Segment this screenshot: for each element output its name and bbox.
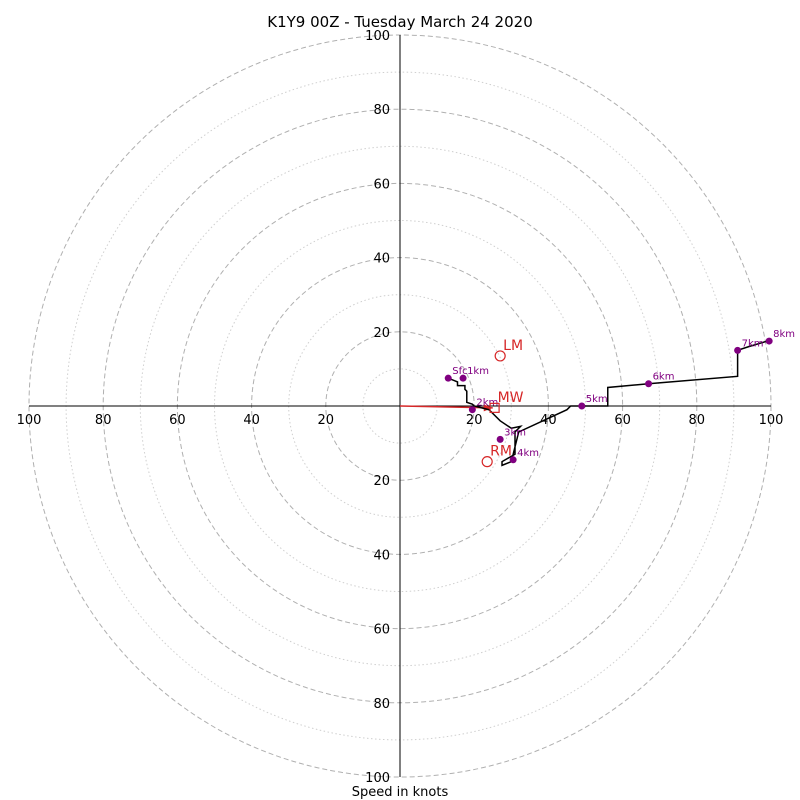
chart-title: K1Y9 00Z - Tuesday March 24 2020 (267, 13, 532, 31)
height-point-label: 4km (517, 448, 539, 459)
x-tick-label: 80 (95, 413, 112, 428)
y-tick-label: 100 (365, 29, 390, 44)
y-tick-label: 60 (373, 623, 390, 638)
height-point-marker (459, 374, 467, 382)
y-tick-label: 20 (373, 326, 390, 341)
x-tick-label: 80 (689, 413, 706, 428)
axis-tick-labels: 100 80 60 40 20 20 40 60 80 100100806040202040608… (17, 29, 784, 786)
storm-motion-marker (489, 402, 500, 413)
storm-motion-marker (481, 456, 493, 468)
height-point-label: 2km (476, 398, 498, 409)
y-tick-label: 60 (373, 177, 390, 192)
hodograph-line (447, 340, 768, 467)
x-tick-label: 100 (17, 413, 42, 428)
storm-motion-label: RM (490, 444, 512, 460)
x-tick-label: 100 (759, 413, 784, 428)
height-points: Sfc 1km 2km 3km 4km 5km 6km 7km 8km (444, 329, 795, 464)
x-tick-label: 40 (243, 413, 260, 428)
height-point-marker (765, 337, 773, 345)
y-tick-label: 80 (373, 103, 390, 118)
x-tick-label: 60 (169, 413, 186, 428)
storm-motion-marker (494, 350, 506, 362)
y-tick-label: 40 (373, 548, 390, 563)
height-point-marker (509, 456, 517, 464)
x-tick-label: 20 (318, 413, 335, 428)
height-point-marker (734, 346, 742, 354)
y-tick-label: 100 (365, 771, 390, 786)
height-point-label: 6km (653, 372, 675, 383)
x-tick-label: 20 (466, 413, 483, 428)
height-point-label: Sfc (452, 366, 467, 377)
y-tick-label: 40 (373, 252, 390, 267)
x-axis-label: Speed in knots (352, 785, 449, 800)
hodograph-trace (447, 340, 768, 467)
storm-motion-label: LM (503, 338, 523, 354)
height-point-marker (578, 402, 586, 410)
height-point-marker (468, 406, 476, 414)
storm-motion-markers: LM RM MW (481, 338, 524, 468)
height-point-label: 5km (586, 394, 608, 405)
height-point-label: 1km (467, 366, 489, 377)
storm-motion-label: MW (498, 390, 524, 406)
x-tick-label: 60 (614, 413, 631, 428)
height-point-label: 7km (742, 338, 764, 349)
y-tick-label: 80 (373, 697, 390, 712)
height-point-label: 3km (504, 427, 526, 438)
height-point-label: 8km (773, 329, 795, 340)
y-tick-label: 20 (373, 474, 390, 489)
height-point-marker (444, 374, 452, 382)
height-point-marker (496, 435, 504, 443)
height-point-marker (645, 380, 653, 388)
